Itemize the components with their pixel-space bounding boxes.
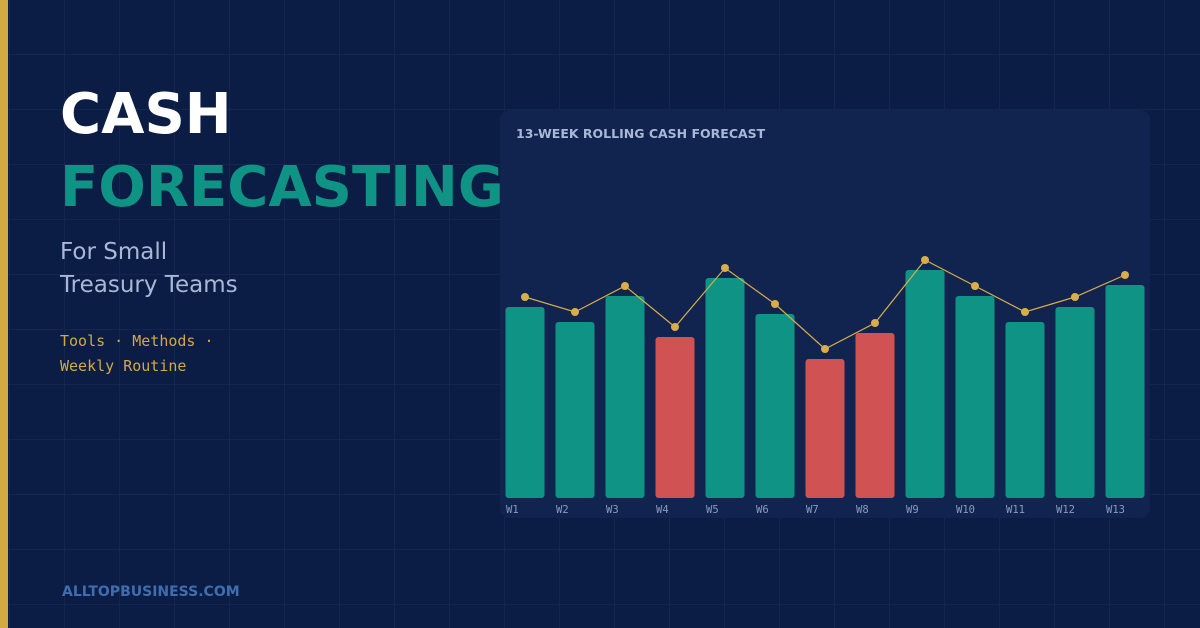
bar <box>605 296 645 498</box>
x-tick-label: W3 <box>606 504 619 516</box>
x-tick-label: W12 <box>1056 504 1075 516</box>
bar <box>955 296 995 498</box>
line-point <box>621 282 629 290</box>
subtitle: For Small <box>60 239 167 265</box>
tags: Tools · Methods · <box>60 332 214 350</box>
x-tick-label: W2 <box>556 504 569 516</box>
bar <box>805 359 845 498</box>
line-point <box>671 323 679 331</box>
line-point <box>771 300 779 308</box>
line-point <box>1121 271 1129 279</box>
subtitle: Treasury Teams <box>59 272 238 298</box>
bar <box>755 314 795 498</box>
bar <box>705 278 745 498</box>
x-tick-label: W10 <box>956 504 975 516</box>
line-point <box>971 282 979 290</box>
line-point <box>1021 308 1029 316</box>
bar <box>505 307 545 498</box>
x-tick-label: W8 <box>856 504 869 516</box>
line-point <box>721 264 729 272</box>
x-tick-label: W4 <box>656 504 669 516</box>
plot: W1 W2 W3 W4 W5 W6 W7 W8 W9 W10 W11 W12 W13 <box>505 256 1145 516</box>
line-point <box>521 293 529 301</box>
bar <box>1055 307 1095 498</box>
brand: ALLTOPBUSINESS.COM <box>62 584 240 600</box>
bar <box>1105 285 1145 498</box>
line-point <box>871 319 879 327</box>
chart-title: 13-WEEK ROLLING CASH FORECAST <box>516 126 766 141</box>
line-point <box>921 256 929 264</box>
accent-stripe <box>0 0 8 628</box>
tags: Weekly Routine <box>60 357 186 375</box>
line-point <box>1071 293 1079 301</box>
x-tick-label: W5 <box>706 504 719 516</box>
bar <box>655 337 695 498</box>
title-accent: FORECASTING <box>60 155 504 220</box>
line-point <box>821 345 829 353</box>
x-tick-label: W9 <box>906 504 919 516</box>
x-tick-label: W11 <box>1006 504 1025 516</box>
bar <box>555 322 595 498</box>
bar <box>1005 322 1045 498</box>
x-tick-label: W6 <box>756 504 769 516</box>
title: CASH <box>60 82 232 147</box>
line-point <box>571 308 579 316</box>
x-tick-label: W13 <box>1106 504 1125 516</box>
x-tick-label: W1 <box>506 504 519 516</box>
bar <box>855 333 895 498</box>
bar <box>905 270 945 498</box>
x-tick-label: W7 <box>806 504 819 516</box>
